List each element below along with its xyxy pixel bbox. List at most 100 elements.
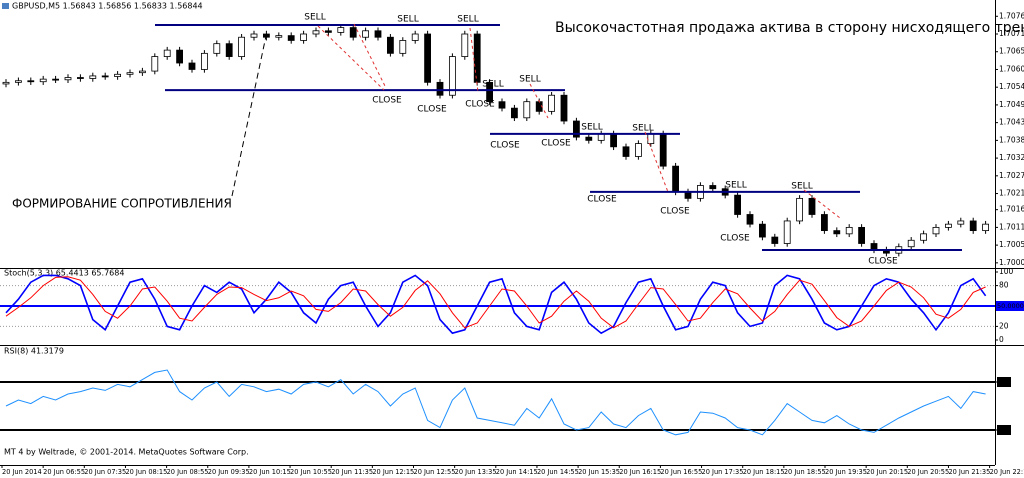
candle-body [176,49,184,64]
candle-body [635,143,642,157]
time-label: 20 Jun 18:55 [784,468,826,476]
candle-body [64,77,72,81]
level-label-box [997,377,1011,387]
trade-guide [529,83,549,119]
sell-label: SELL [304,13,325,23]
candle-body [932,226,940,235]
y-tick-label: 1.70435 [999,118,1024,127]
time-label: 20 Jun 10:15 [249,468,291,476]
candle-body [89,75,97,79]
sell-label: SELL [791,182,812,192]
y-tick-label: 1.70490 [999,100,1024,109]
candle-body [14,80,22,83]
candle-body [734,194,741,215]
time-label: 20 Jun 14:55 [537,468,579,476]
close-label: CLOSE [465,100,495,110]
candle-body [27,80,35,83]
candle-body [573,120,580,138]
time-label: 20 Jun 15:35 [578,468,620,476]
y-tick-label: 1.70380 [999,135,1024,144]
candle-body [163,49,171,57]
candle-body [945,223,952,228]
candle-body [585,136,593,141]
candle-body [486,81,494,103]
time-label: 20 Jun 13:35 [455,468,497,476]
time-label: 20 Jun 2014 [2,468,42,476]
close-label: CLOSE [868,257,898,267]
candle-body [622,146,630,157]
candle-body [77,77,84,79]
candle-body [957,220,965,225]
candle-body [845,226,853,235]
level-label-box [996,301,1024,311]
level-label-box [997,425,1011,435]
candle-body [920,233,927,241]
candle-body [548,94,555,112]
close-label: CLOSE [541,139,571,149]
candle-body [535,101,543,112]
sell-label: SELL [581,123,602,133]
candle-body [808,197,816,215]
time-label: 20 Jun 20:15 [866,468,908,476]
y-tick-label: 1.70215 [999,189,1024,198]
time-label: 20 Jun 16:15 [619,468,661,476]
candle-body [647,133,655,144]
resistance-pointer [231,35,267,197]
symbol-header: GBPUSD,M5 1.56843 1.56856 1.56833 1.5684… [12,2,203,11]
y-tick-label: 20 [999,321,1009,330]
candle-body [225,43,233,57]
candle-body [213,43,221,54]
candle-body [374,30,382,38]
y-tick-label: 70 [999,378,1009,387]
candle-body [399,40,407,54]
trade-guide [803,189,841,219]
candle-body [982,223,989,232]
candle-body [411,33,419,41]
time-label: 20 Jun 17:35 [702,468,744,476]
time-label: 20 Jun 20:55 [907,468,949,476]
candle-body [200,52,208,70]
symbol-icon [2,3,9,9]
trade-guide [644,131,669,193]
sell-label: SELL [632,124,653,134]
candle-body [746,214,754,225]
candle-body [448,56,456,96]
candle-body [461,33,469,57]
y-tick-label: 1.70655 [999,47,1024,56]
indicator-line [5,274,987,335]
time-label: 20 Jun 14:15 [496,468,538,476]
resistance-annotation: ФОРМИРОВАНИЕ СОПРОТИВЛЕНИЯ [12,197,232,211]
candle-body [312,30,320,35]
candle-body [709,185,717,190]
candle-body [436,81,444,96]
y-tick-label: 50.000000 [997,302,1024,310]
stoch-header: Stoch(5,3,3) 65.4413 65.7684 [4,269,124,278]
candle-body [510,107,518,119]
candle-body [262,33,270,38]
close-label: CLOSE [372,96,402,106]
y-tick-label: 1.70055 [999,240,1024,249]
candle-body [126,72,134,75]
candle-body [324,30,332,33]
close-label: CLOSE [660,207,690,217]
candle-body [52,78,59,81]
frame [0,0,1024,466]
candle-body [560,94,568,122]
indicator-line [5,369,986,436]
candle-body [2,81,10,85]
candle-body [114,73,121,77]
time-label: 20 Jun 12:15 [372,468,414,476]
candle-body [783,220,791,244]
y-tick-label: 30 [999,426,1009,435]
time-label: 20 Jun 12:55 [414,468,456,476]
candle-body [138,70,146,74]
candle-body [39,78,47,83]
candle-body [771,236,779,244]
time-label: 20 Jun 18:15 [743,468,785,476]
sell-label: SELL [482,80,503,90]
time-label: 20 Jun 22:15 [990,468,1024,476]
y-tick-label: 1.70325 [999,153,1024,162]
candle-body [300,33,308,41]
